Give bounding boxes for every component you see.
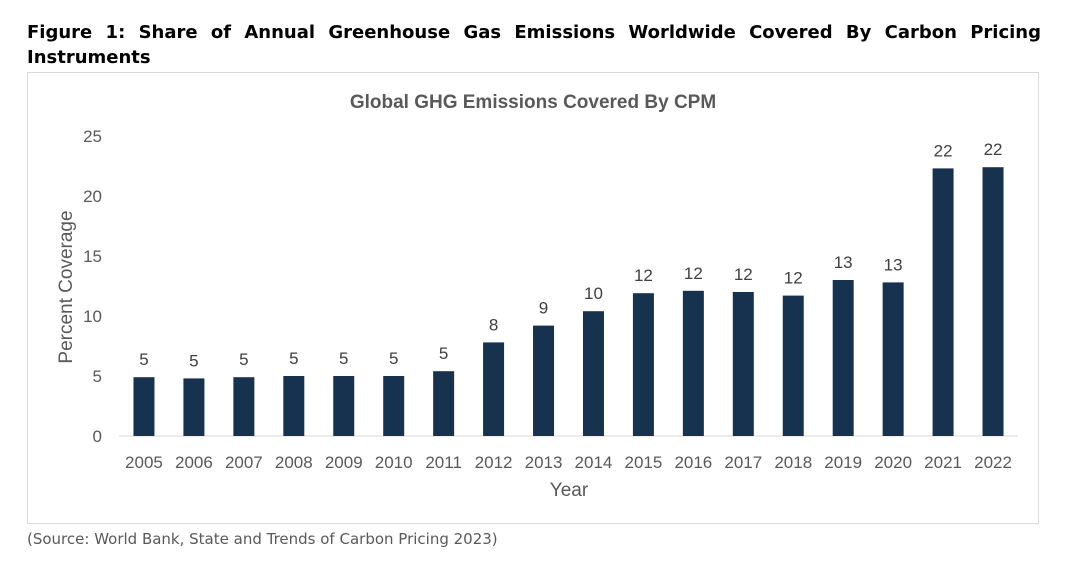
x-axis-title: Year — [550, 480, 589, 501]
data-label: 12 — [684, 264, 703, 283]
x-tick-label: 2009 — [325, 453, 363, 472]
bar — [283, 376, 305, 436]
bar — [433, 371, 455, 436]
x-tick-label: 2015 — [625, 453, 663, 472]
x-tick-label: 2013 — [525, 453, 563, 472]
bar — [882, 282, 904, 436]
data-label: 5 — [239, 350, 248, 369]
chart-frame: Global GHG Emissions Covered By CPM Perc… — [27, 72, 1039, 524]
bar — [533, 325, 555, 436]
x-tick-label: 2014 — [575, 453, 613, 472]
data-label: 5 — [139, 350, 148, 369]
data-label: 5 — [389, 349, 398, 368]
bar — [383, 376, 405, 436]
y-tick-label: 25 — [83, 127, 102, 146]
data-label: 12 — [634, 266, 653, 285]
y-tick-label: 10 — [83, 307, 102, 326]
data-label: 5 — [289, 349, 298, 368]
x-tick-label: 2006 — [175, 453, 213, 472]
x-tick-label: 2021 — [924, 453, 962, 472]
y-tick-label: 0 — [93, 427, 102, 446]
bar — [932, 168, 954, 436]
source-note: (Source: World Bank, State and Trends of… — [27, 530, 498, 548]
y-tick-label: 20 — [83, 187, 102, 206]
x-tick-label: 2019 — [824, 453, 862, 472]
figure-caption: Figure 1: Share of Annual Greenhouse Gas… — [27, 22, 1041, 68]
bar — [183, 378, 205, 436]
bar — [333, 376, 355, 436]
bar — [632, 293, 654, 436]
plot-area: 0 5 10 15 20 25 5 2005 5 2006 5 2007 5 2008 5 2009 5 2010… — [83, 127, 1018, 472]
data-label: 5 — [189, 351, 198, 370]
data-label: 12 — [734, 265, 753, 284]
bar — [832, 280, 854, 436]
y-axis-title: Percent Coverage — [56, 210, 77, 363]
bar — [582, 311, 604, 436]
x-tick-label: 2008 — [275, 453, 313, 472]
data-label: 22 — [984, 140, 1003, 159]
x-tick-label: 2010 — [375, 453, 413, 472]
y-tick-label: 15 — [83, 247, 102, 266]
x-tick-label: 2005 — [125, 453, 163, 472]
bar — [782, 295, 804, 436]
data-label: 13 — [834, 253, 853, 272]
chart-title: Global GHG Emissions Covered By CPM — [350, 92, 716, 113]
x-tick-label: 2012 — [475, 453, 513, 472]
bar — [732, 292, 754, 436]
y-tick-label: 5 — [93, 367, 102, 386]
bar — [483, 342, 505, 436]
x-tick-label: 2011 — [425, 453, 462, 472]
data-label: 9 — [539, 299, 548, 318]
bar — [233, 377, 255, 436]
bar — [982, 167, 1004, 436]
bar — [682, 290, 704, 436]
data-label: 8 — [489, 315, 498, 334]
x-tick-label: 2022 — [974, 453, 1012, 472]
data-label: 10 — [584, 284, 603, 303]
data-label: 12 — [784, 269, 803, 288]
data-label: 5 — [339, 349, 348, 368]
bar-chart: Global GHG Emissions Covered By CPM Perc… — [56, 92, 1018, 501]
x-tick-label: 2020 — [874, 453, 912, 472]
data-label: 5 — [439, 344, 448, 363]
x-tick-label: 2017 — [724, 453, 762, 472]
bar — [133, 377, 155, 436]
x-tick-label: 2016 — [674, 453, 712, 472]
x-tick-label: 2007 — [225, 453, 263, 472]
x-tick-label: 2018 — [774, 453, 812, 472]
data-label: 13 — [884, 255, 903, 274]
data-label: 22 — [934, 141, 953, 160]
